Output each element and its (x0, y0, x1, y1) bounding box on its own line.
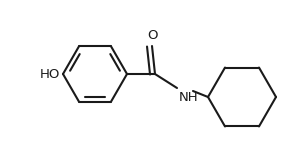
Text: HO: HO (40, 67, 60, 81)
Text: NH: NH (179, 91, 199, 104)
Text: O: O (147, 29, 157, 42)
